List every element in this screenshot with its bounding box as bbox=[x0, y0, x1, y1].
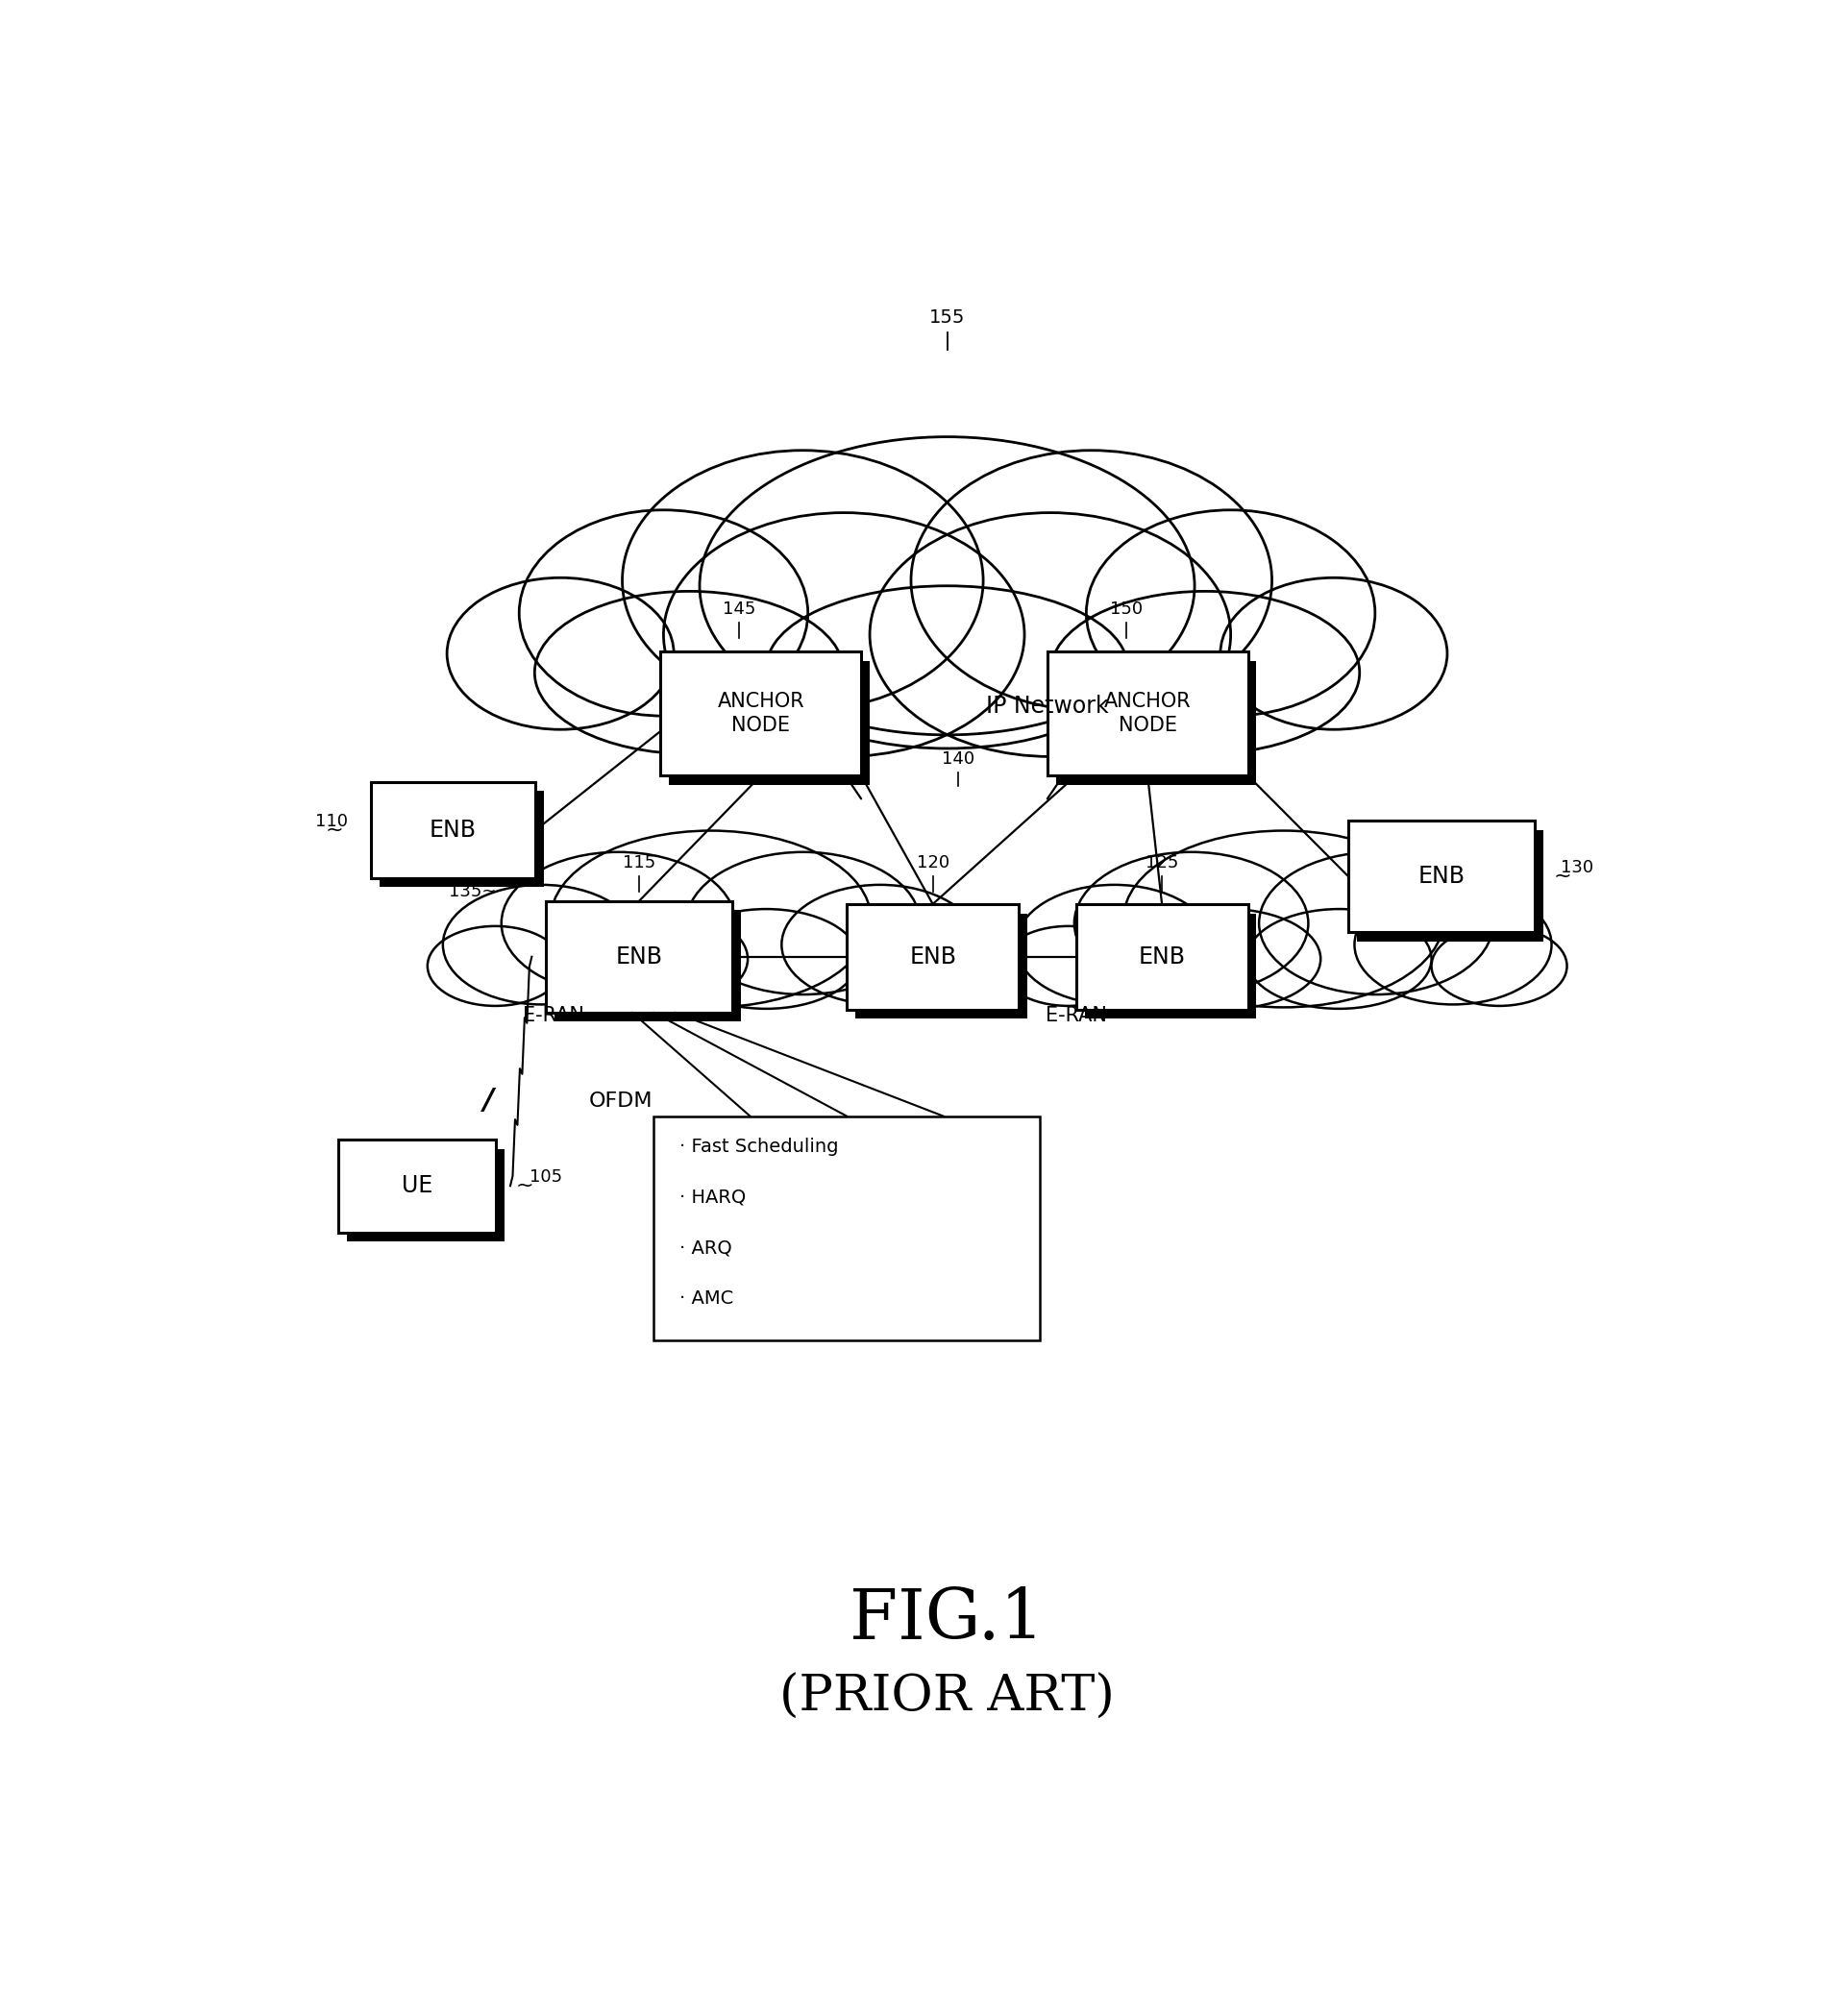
Ellipse shape bbox=[519, 511, 808, 716]
FancyBboxPatch shape bbox=[547, 901, 732, 1012]
Text: 155: 155 bbox=[930, 308, 965, 326]
Text: ENB: ENB bbox=[1138, 945, 1185, 967]
Ellipse shape bbox=[551, 831, 870, 1008]
Text: ~: ~ bbox=[516, 1176, 534, 1195]
Ellipse shape bbox=[911, 450, 1271, 710]
Ellipse shape bbox=[1247, 909, 1432, 1010]
FancyBboxPatch shape bbox=[347, 1148, 505, 1241]
Ellipse shape bbox=[767, 585, 1127, 748]
FancyBboxPatch shape bbox=[338, 1140, 495, 1233]
Ellipse shape bbox=[1050, 591, 1360, 754]
Text: 110: 110 bbox=[314, 812, 347, 831]
Ellipse shape bbox=[686, 853, 920, 995]
Ellipse shape bbox=[859, 927, 994, 1006]
Text: ~: ~ bbox=[1554, 867, 1573, 885]
Ellipse shape bbox=[564, 909, 748, 1010]
Ellipse shape bbox=[1355, 885, 1552, 1003]
FancyBboxPatch shape bbox=[662, 652, 861, 776]
FancyBboxPatch shape bbox=[669, 662, 870, 784]
Ellipse shape bbox=[534, 591, 845, 754]
Text: · HARQ: · HARQ bbox=[680, 1189, 747, 1207]
FancyBboxPatch shape bbox=[1349, 820, 1534, 931]
Text: 120: 120 bbox=[917, 855, 950, 871]
Text: ENB: ENB bbox=[615, 945, 663, 967]
Text: · Fast Scheduling: · Fast Scheduling bbox=[680, 1138, 839, 1156]
Ellipse shape bbox=[1074, 853, 1308, 995]
Text: (PRIOR ART): (PRIOR ART) bbox=[780, 1673, 1114, 1721]
FancyBboxPatch shape bbox=[846, 905, 1018, 1010]
Text: 130: 130 bbox=[1562, 859, 1593, 877]
Text: OFDM: OFDM bbox=[590, 1092, 652, 1110]
Text: ~: ~ bbox=[325, 820, 344, 839]
FancyBboxPatch shape bbox=[1076, 905, 1247, 1010]
Text: 135~: 135~ bbox=[449, 883, 495, 901]
FancyBboxPatch shape bbox=[856, 913, 1027, 1020]
Ellipse shape bbox=[1220, 577, 1447, 730]
Text: ENB: ENB bbox=[429, 818, 477, 841]
Text: · ARQ: · ARQ bbox=[680, 1239, 732, 1257]
Ellipse shape bbox=[1137, 909, 1321, 1010]
Text: ANCHOR
NODE: ANCHOR NODE bbox=[717, 692, 804, 736]
Text: /: / bbox=[484, 1086, 493, 1114]
Ellipse shape bbox=[427, 927, 564, 1006]
Text: 140: 140 bbox=[942, 750, 976, 768]
Ellipse shape bbox=[675, 909, 859, 1010]
FancyBboxPatch shape bbox=[1048, 652, 1247, 776]
Ellipse shape bbox=[447, 577, 675, 730]
FancyBboxPatch shape bbox=[1085, 913, 1257, 1020]
Text: 125: 125 bbox=[1146, 855, 1179, 871]
Ellipse shape bbox=[700, 436, 1194, 734]
FancyBboxPatch shape bbox=[371, 782, 536, 877]
Text: ENB: ENB bbox=[909, 945, 955, 967]
Text: 145: 145 bbox=[723, 601, 756, 617]
FancyBboxPatch shape bbox=[1356, 831, 1543, 941]
Text: IP Network: IP Network bbox=[987, 694, 1109, 718]
Text: 115: 115 bbox=[623, 855, 656, 871]
Text: ENB: ENB bbox=[1417, 865, 1465, 887]
Text: 105: 105 bbox=[530, 1168, 562, 1186]
Text: FIG.1: FIG.1 bbox=[850, 1585, 1044, 1653]
Text: E-RAN: E-RAN bbox=[1046, 1006, 1107, 1026]
Ellipse shape bbox=[1432, 927, 1567, 1006]
Ellipse shape bbox=[623, 450, 983, 710]
Ellipse shape bbox=[1016, 885, 1212, 1003]
Ellipse shape bbox=[663, 513, 1024, 756]
Text: ANCHOR
NODE: ANCHOR NODE bbox=[1103, 692, 1192, 736]
Ellipse shape bbox=[1124, 831, 1443, 1008]
Ellipse shape bbox=[1000, 927, 1137, 1006]
Text: 150: 150 bbox=[1111, 601, 1142, 617]
FancyBboxPatch shape bbox=[654, 1116, 1040, 1341]
Ellipse shape bbox=[501, 853, 736, 995]
Text: UE: UE bbox=[401, 1174, 432, 1197]
FancyBboxPatch shape bbox=[379, 790, 543, 887]
Ellipse shape bbox=[1087, 511, 1375, 716]
FancyBboxPatch shape bbox=[1055, 662, 1257, 784]
Text: · AMC: · AMC bbox=[680, 1289, 734, 1307]
Ellipse shape bbox=[870, 513, 1231, 756]
Text: E-RAN: E-RAN bbox=[523, 1006, 584, 1026]
Ellipse shape bbox=[782, 885, 979, 1003]
Ellipse shape bbox=[1258, 853, 1493, 995]
FancyBboxPatch shape bbox=[554, 911, 741, 1022]
Ellipse shape bbox=[444, 885, 639, 1003]
